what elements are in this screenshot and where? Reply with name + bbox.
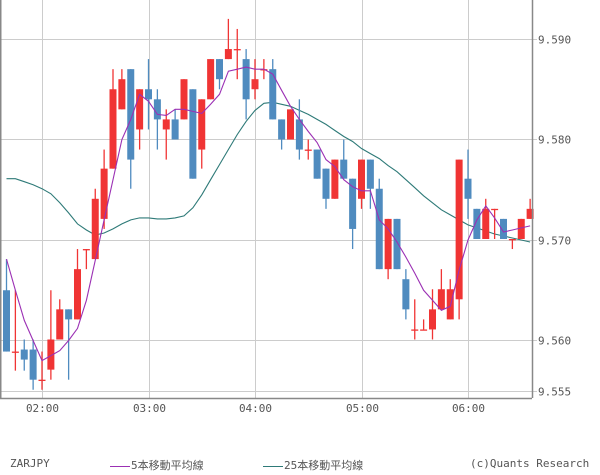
candle — [411, 299, 419, 340]
candle — [47, 290, 55, 380]
candle — [393, 218, 401, 270]
x-axis-labels: 02:00 03:00 04:00 05:00 06:00 — [26, 402, 485, 415]
candle — [65, 309, 73, 380]
candle — [82, 249, 90, 270]
ma5-swatch-icon — [110, 465, 130, 467]
candle — [295, 99, 303, 160]
candle — [38, 351, 46, 390]
candle — [402, 269, 410, 320]
candle — [278, 119, 286, 150]
candle — [269, 59, 277, 120]
candle — [162, 109, 170, 160]
candle — [91, 188, 99, 260]
candle — [349, 178, 357, 250]
candles — [3, 18, 534, 390]
y-axis-labels: 9.590 9.580 9.570 9.560 9.555 — [538, 34, 571, 399]
legend-ma25-label: 25本移動平均線 — [284, 459, 364, 472]
x-tick-label: 05:00 — [346, 402, 379, 415]
x-tick-label: 03:00 — [133, 402, 166, 415]
candle — [20, 339, 28, 371]
plot-frame — [0, 0, 534, 400]
candle — [508, 238, 516, 250]
candle — [366, 159, 374, 209]
candle — [207, 59, 215, 100]
candle — [180, 79, 188, 120]
candle — [473, 208, 481, 239]
copyright: (c)Quants Research — [470, 457, 590, 470]
candle — [56, 299, 64, 340]
candle — [446, 279, 454, 320]
candle — [11, 290, 19, 371]
candle — [242, 49, 250, 120]
candle — [429, 289, 436, 340]
candle — [340, 139, 348, 179]
candle — [127, 69, 135, 189]
candle — [3, 259, 10, 352]
candle — [464, 149, 472, 219]
candle — [145, 59, 152, 130]
candle — [189, 89, 197, 179]
candle — [482, 198, 490, 239]
candle — [233, 28, 241, 80]
x-tick-label: 02:00 — [26, 402, 59, 415]
candle — [331, 159, 339, 199]
candle — [500, 218, 507, 239]
candle — [153, 89, 161, 150]
x-tick-label: 06:00 — [452, 402, 485, 415]
candle — [136, 89, 144, 150]
candle — [118, 69, 126, 110]
candle — [109, 69, 117, 169]
y-tick-label: 9.555 — [538, 386, 571, 399]
legend-ma5: 5本移動平均線 — [110, 457, 204, 473]
candle — [29, 339, 37, 390]
candle — [517, 218, 525, 239]
candle — [74, 249, 81, 320]
candle — [437, 269, 445, 310]
legend-ma25: 25本移動平均線 — [263, 457, 363, 473]
candle — [287, 109, 294, 140]
ma5-line — [5, 66, 531, 362]
x-tick-label: 04:00 — [239, 402, 272, 415]
candle — [375, 178, 383, 270]
candle — [251, 59, 259, 100]
ma25-line — [6, 101, 531, 243]
candlestick-chart: 9.590 9.580 9.570 9.560 9.555 02:00 03:00 04:0… — [0, 0, 571, 415]
y-tick-label: 9.590 — [538, 34, 571, 47]
ma25-swatch-icon — [263, 465, 283, 467]
grid-lines — [0, 0, 537, 398]
candle — [100, 149, 108, 229]
y-tick-label: 9.570 — [538, 235, 571, 248]
candle — [224, 18, 232, 60]
legend-ma5-label: 5本移動平均線 — [131, 459, 204, 472]
candle — [455, 159, 463, 320]
candle — [491, 208, 499, 239]
candle — [313, 149, 321, 179]
candle — [198, 99, 206, 169]
candle — [171, 109, 179, 140]
candle — [358, 159, 365, 209]
candle — [420, 319, 428, 331]
candle — [384, 218, 392, 280]
y-tick-label: 9.560 — [538, 335, 571, 348]
candle — [526, 198, 534, 219]
candle — [216, 59, 223, 90]
candle — [322, 168, 330, 209]
y-tick-label: 9.580 — [538, 134, 571, 147]
symbol-label: ZARJPY — [10, 457, 50, 470]
candle — [304, 139, 312, 160]
